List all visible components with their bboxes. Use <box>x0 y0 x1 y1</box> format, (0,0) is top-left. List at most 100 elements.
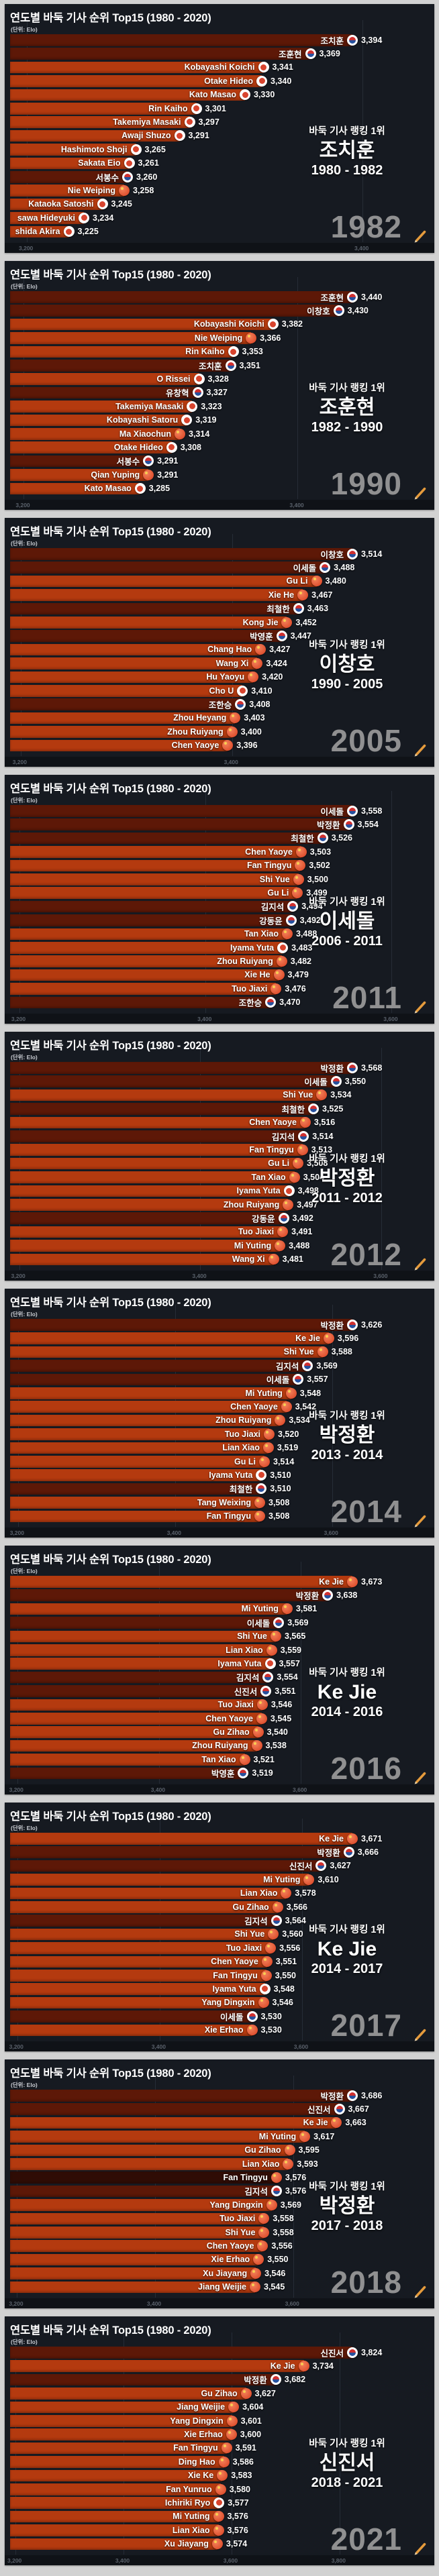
player-bar <box>10 2103 340 2115</box>
flag-cn-icon <box>221 2443 232 2454</box>
player-name: Fan Tingyu <box>206 1511 251 1521</box>
player-value: 3,382 <box>281 319 303 329</box>
flag-kr-icon <box>347 1319 358 1330</box>
player-name: Gu Zihao <box>213 1727 250 1737</box>
player-name: Cho U <box>209 686 234 696</box>
flag-cn-icon <box>255 644 266 655</box>
player-name: Kato Masao <box>189 90 236 100</box>
flag-cn-icon <box>265 1942 277 1953</box>
year-label: 1982 <box>330 209 402 244</box>
player-bar <box>10 414 187 427</box>
flag-kr-icon <box>225 360 236 371</box>
flag-cn-icon <box>281 616 293 628</box>
player-name: Rin Kaiho <box>148 103 188 113</box>
bar-row: Zhou Ruiyang 3,534 <box>10 1414 428 1427</box>
edit-pencil-icon[interactable] <box>411 1256 428 1273</box>
bar-row: Xie Erhao 3,530 <box>10 2024 428 2037</box>
flag-kr-icon <box>308 1103 319 1114</box>
edit-pencil-icon[interactable] <box>411 2027 428 2043</box>
flag-kr-icon <box>305 48 316 59</box>
bar-row: Wang Xi 3,424 <box>10 657 428 669</box>
flag-cn-icon <box>347 1576 358 1587</box>
bar-row: Gu Zihao 3,627 <box>10 2387 428 2400</box>
player-name: Zhou Ruiyang <box>167 727 224 737</box>
player-bar <box>10 548 352 560</box>
edit-pencil-icon[interactable] <box>411 486 428 502</box>
flag-jp-icon <box>258 62 269 73</box>
unit-subtitle: (단위: Elo) <box>11 1311 38 1318</box>
flag-cn-icon <box>282 928 293 940</box>
player-bar <box>10 1589 328 1601</box>
player-name: 신진서 <box>307 2105 331 2115</box>
player-name: 박영훈 <box>211 1769 235 1779</box>
bar-row: Gu Li 3,514 <box>10 1455 428 1468</box>
player-bar <box>10 1253 274 1266</box>
bar-row: Wang Xi 3,481 <box>10 1253 428 1266</box>
champion-overlay: 바둑 기사 랭킹 1위 박정환 2017 - 2018 <box>280 2179 414 2234</box>
ranking-caption: 바둑 기사 랭킹 1위 <box>309 1411 385 1421</box>
flag-cn-icon <box>215 2483 226 2495</box>
bar-row: Mi Yuting 3,581 <box>10 1603 428 1615</box>
player-bar <box>10 1062 352 1074</box>
player-bar <box>10 1576 352 1588</box>
player-value: 3,521 <box>253 1754 275 1764</box>
edit-pencil-icon[interactable] <box>411 2284 428 2300</box>
ranking-panel: 연도별 바둑 기사 순위 Top15 (1980 - 2020) (단위: Elo… <box>5 1032 434 1281</box>
player-value: 3,440 <box>361 292 383 302</box>
player-value: 3,601 <box>240 2416 262 2426</box>
champion-name: 박정환 <box>319 1167 375 1189</box>
player-bar <box>10 171 128 183</box>
player-bar <box>10 441 172 453</box>
player-name: Qian Yuping <box>91 470 140 480</box>
player-value: 3,576 <box>227 2512 248 2522</box>
axis-tick-label: 3,400 <box>354 245 369 252</box>
player-bar <box>10 1456 264 1468</box>
bar-row: 조치훈 3,394 <box>10 34 428 46</box>
player-name: Tuo Jiaxi <box>224 1429 260 1439</box>
player-name: Wang Xi <box>215 658 249 668</box>
bar-row: 박정환 3,682 <box>10 2373 428 2386</box>
edit-pencil-icon[interactable] <box>411 1000 428 1016</box>
edit-pencil-icon[interactable] <box>411 1770 428 1786</box>
player-bar <box>10 1754 245 1766</box>
page-title: 연도별 바둑 기사 순위 Top15 (1980 - 2020) <box>10 783 211 795</box>
bar-row: Mi Yuting 3,576 <box>10 2510 428 2523</box>
player-bar <box>10 1428 269 1440</box>
player-bar <box>10 1739 257 1752</box>
player-value: 3,595 <box>298 2145 320 2155</box>
bar-row: Awaji Shuzo 3,291 <box>10 129 428 142</box>
bar-row: Tan Xiao 3,504 <box>10 1171 428 1183</box>
bar-row: Mi Yuting 3,617 <box>10 2130 428 2143</box>
player-name: 최철한 <box>281 1105 305 1115</box>
flag-cn-icon <box>226 726 238 737</box>
axis-tick-label: 3,800 <box>331 2557 346 2564</box>
bar-row: Fan Tingyu 3,591 <box>10 2442 428 2455</box>
axis-strip <box>5 1271 434 1281</box>
player-name: 박정환 <box>316 820 340 830</box>
edit-pencil-icon[interactable] <box>411 2541 428 2557</box>
player-bar <box>10 1928 274 1941</box>
player-bar <box>10 1699 262 1711</box>
player-name: Ke Jie <box>295 1333 320 1343</box>
player-name: 김지석 <box>260 902 285 912</box>
player-name: Gu Li <box>286 576 308 586</box>
player-bar <box>10 61 264 74</box>
edit-pencil-icon[interactable] <box>411 229 428 245</box>
player-bar <box>10 1414 281 1427</box>
edit-pencil-icon[interactable] <box>411 743 428 759</box>
player-name: Kobayashi Koichi <box>193 319 264 329</box>
axis-gridline <box>381 1048 383 1270</box>
player-value: 3,526 <box>331 833 352 843</box>
flag-cn-icon <box>262 1442 274 1454</box>
champion-period: 2006 - 2011 <box>311 933 383 949</box>
player-name: 박정환 <box>320 1064 344 1073</box>
player-bar <box>10 2144 290 2157</box>
player-bar <box>10 1360 308 1372</box>
player-name: 서봉수 <box>95 173 119 182</box>
chart-area: 3,200 3,400 조치훈 3,394 조훈현 3,369 Kobayashi Koic… <box>5 20 434 253</box>
flag-kr-icon <box>271 2186 282 2197</box>
edit-pencil-icon[interactable] <box>411 1513 428 1529</box>
bar-row: 최철한 3,526 <box>10 832 428 845</box>
player-name: 유창혁 <box>165 388 189 398</box>
bar-row: 이창호 3,430 <box>10 304 428 317</box>
